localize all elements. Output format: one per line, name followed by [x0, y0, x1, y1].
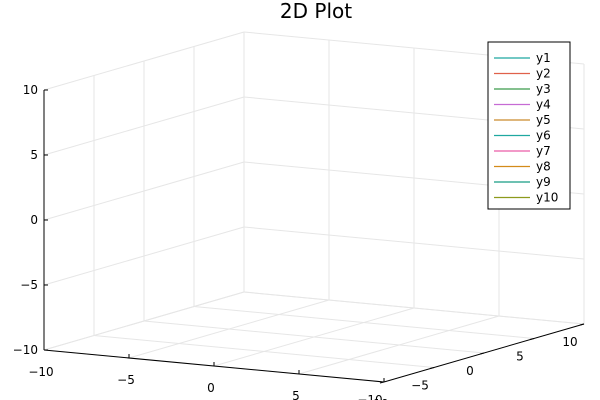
y-tick-mark-3 [529, 338, 535, 340]
grid-line-z-side-2 [43, 161, 245, 221]
grid-line-z-side-1 [43, 226, 245, 286]
y-tick-mark-4 [579, 323, 585, 326]
grid-line-z-back-0 [243, 291, 585, 325]
grid-line-y-floor-2 [143, 320, 485, 354]
y-tick-label-0: −10 [357, 393, 382, 400]
z-tick-label-2: 0 [30, 213, 38, 227]
legend-label-y4: y4 [536, 98, 551, 112]
grid-line-z-side-0 [43, 291, 245, 351]
z-tick-label-0: −10 [13, 343, 38, 357]
grid-line-z-back-1 [243, 226, 585, 260]
z-tick-label-3: 5 [30, 148, 38, 162]
legend-label-y10: y10 [536, 191, 558, 205]
grid-line-z-side-3 [43, 96, 245, 156]
y-tick-mark-1 [429, 367, 435, 369]
x-tick-label-0: −10 [28, 365, 53, 379]
legend-label-y3: y3 [536, 82, 551, 96]
y-tick-label-2: 0 [466, 364, 474, 378]
legend-label-y7: y7 [536, 144, 551, 158]
y-tick-mark-0 [379, 381, 385, 384]
axes [43, 89, 585, 384]
grid-line-z-side-4 [43, 31, 245, 91]
legend-label-y6: y6 [536, 129, 551, 143]
legend-label-y8: y8 [536, 160, 551, 174]
x-tick-label-1: −5 [117, 373, 135, 387]
chart-title: 2D Plot [280, 0, 352, 23]
grid-line-y-floor-1 [93, 335, 435, 368]
legend-box [487, 41, 571, 210]
x-tick-label-4: 10 [373, 397, 388, 400]
y-tick-label-1: −5 [411, 379, 429, 393]
y-tick-label-4: 10 [562, 335, 577, 349]
x-tick-label-2: 0 [207, 381, 215, 395]
y-tick-mark-2 [479, 352, 485, 355]
y-tick-label-3: 5 [516, 350, 524, 364]
x-tick-label-3: 5 [292, 389, 300, 400]
legend-label-y2: y2 [536, 67, 551, 81]
z-tick-label-4: 10 [23, 83, 38, 97]
legend-label-y9: y9 [536, 175, 551, 189]
grid-line-y-floor-3 [193, 306, 535, 339]
legend-label-y5: y5 [536, 113, 551, 127]
legend-label-y1: y1 [536, 51, 551, 65]
z-tick-label-1: −5 [20, 278, 38, 292]
